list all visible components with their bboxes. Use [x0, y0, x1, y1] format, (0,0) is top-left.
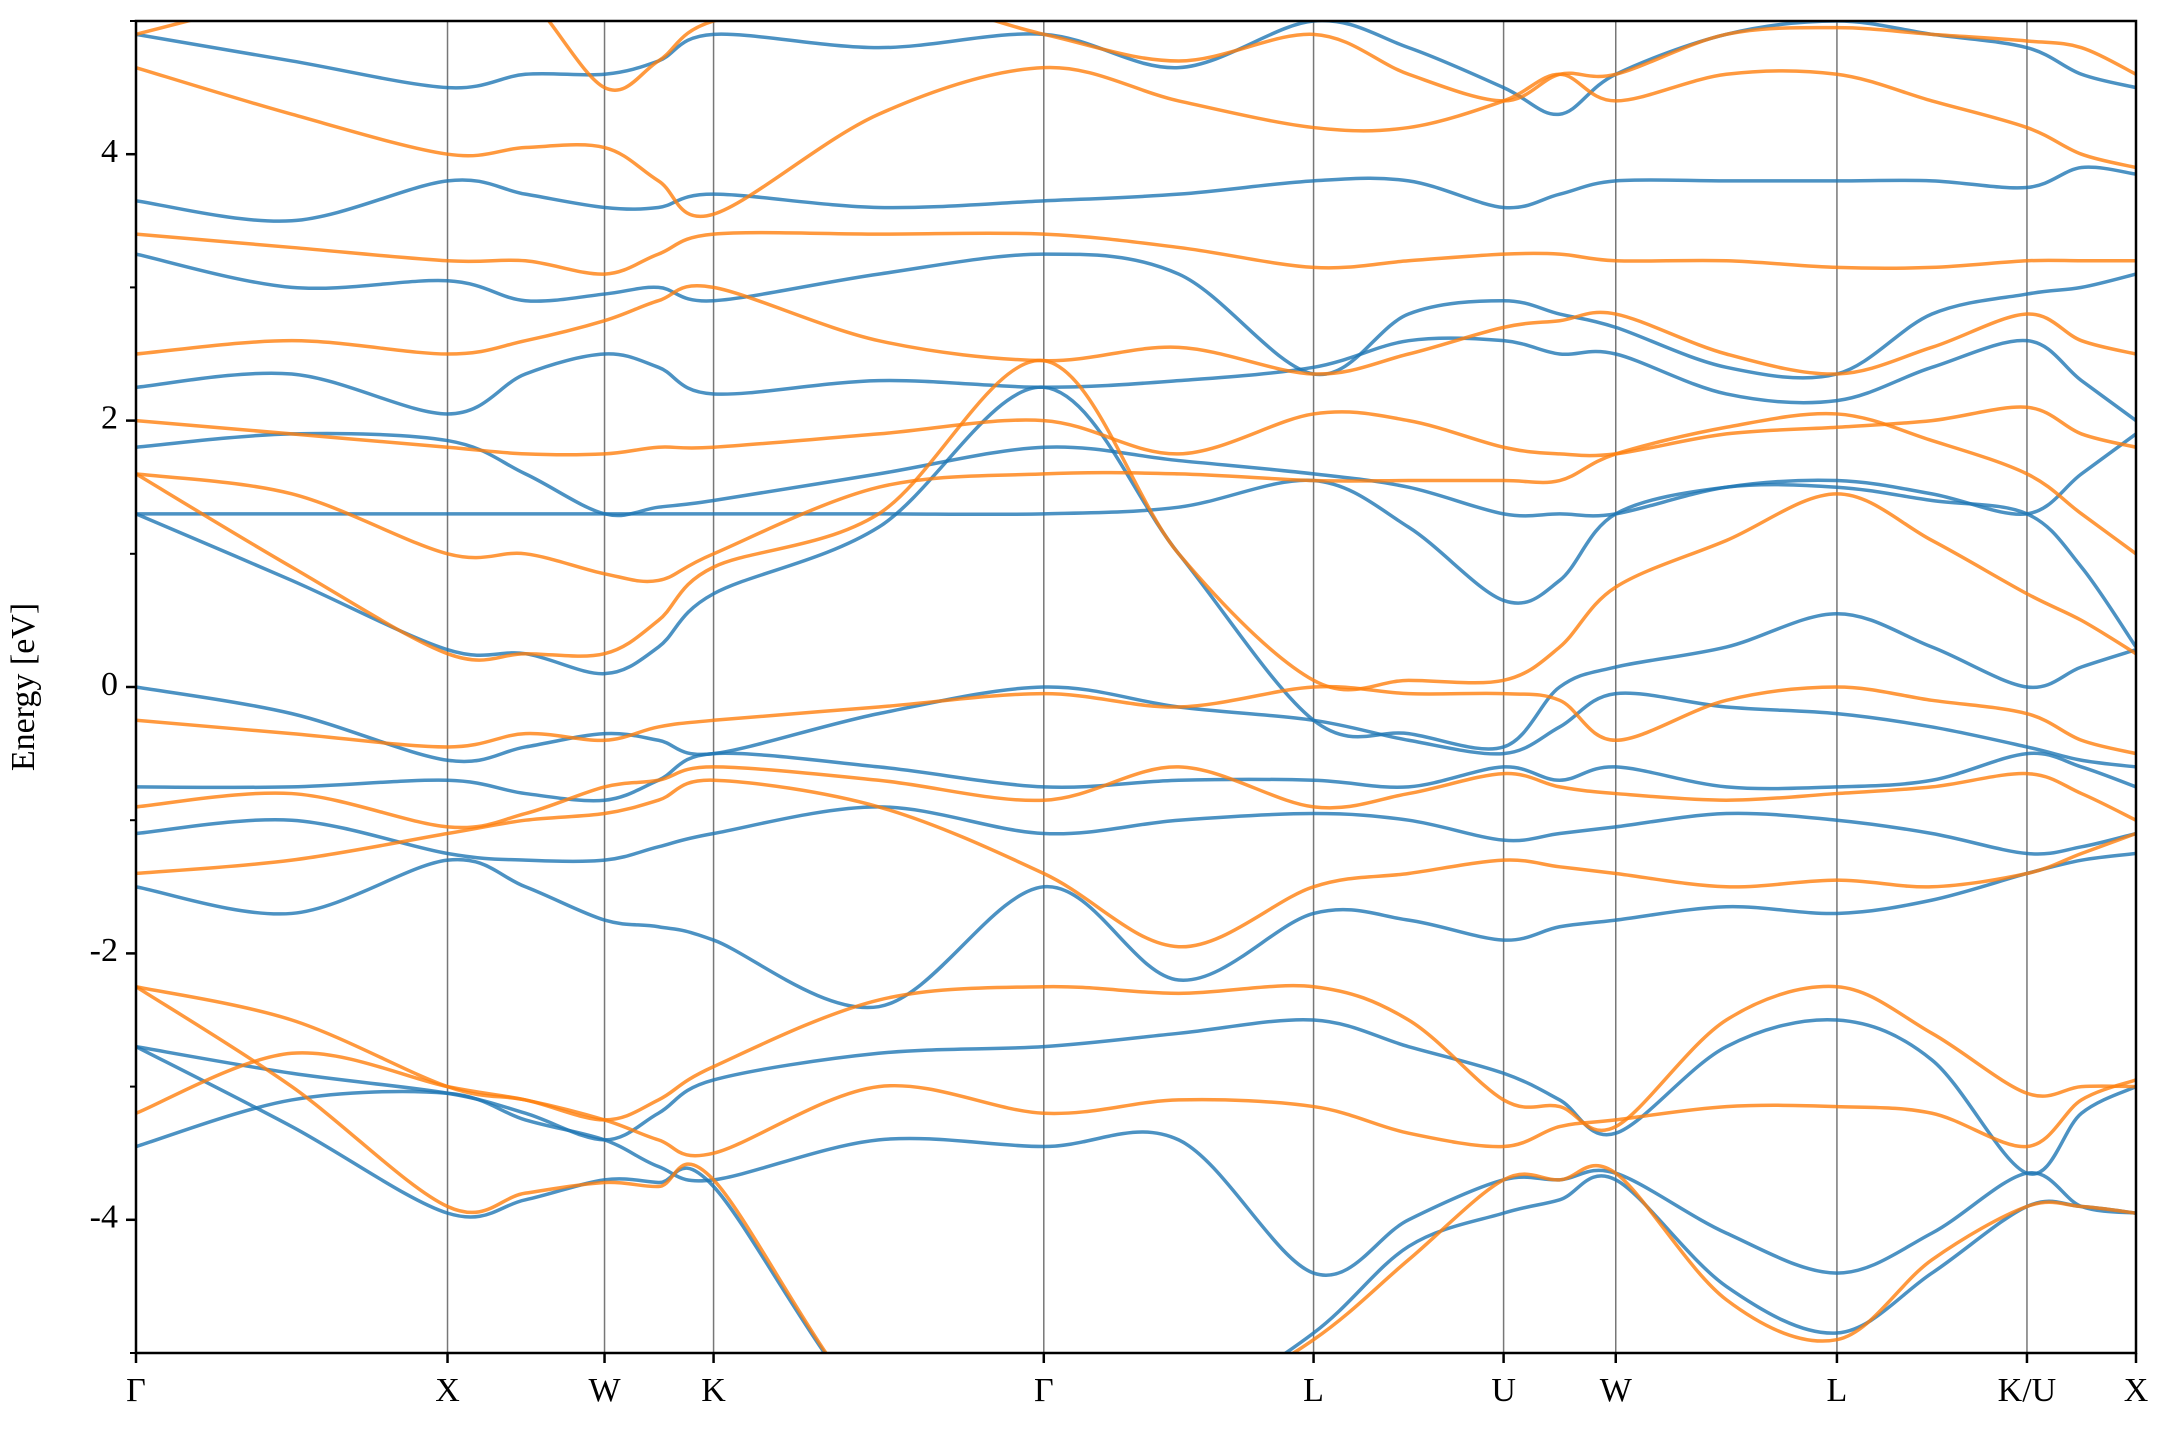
- y-tick-label: -2: [90, 932, 118, 969]
- band-line: [136, 358, 2136, 692]
- band-line: [136, 1045, 2136, 1353]
- band-line: [136, 1089, 2136, 1277]
- band-line: [136, 684, 2136, 756]
- y-tick-label: -4: [90, 1199, 118, 1236]
- x-tick-label: X: [435, 1372, 460, 1409]
- band-line: [136, 165, 2136, 223]
- x-tick-label: K: [701, 1372, 726, 1409]
- band-line: [136, 65, 2136, 218]
- band-line: [136, 21, 2136, 117]
- band-line: [136, 765, 2136, 830]
- x-tick-label: K/U: [1998, 1372, 2057, 1409]
- x-tick-label: U: [1491, 1372, 1516, 1409]
- band-line: [136, 405, 2136, 458]
- band-line: [136, 778, 2136, 949]
- band-line: [136, 1017, 2136, 1176]
- band-line: [136, 284, 2136, 376]
- band-line: [136, 385, 2136, 751]
- band-line: [136, 805, 2136, 864]
- x-tick-label: Γ: [1034, 1372, 1054, 1409]
- x-tick-label: Γ: [126, 1372, 146, 1409]
- x-tick-label: X: [2124, 1372, 2149, 1409]
- y-tick-label: 0: [101, 666, 118, 703]
- x-tick-label: L: [1303, 1372, 1324, 1409]
- band-line: [136, 685, 2136, 769]
- band-line: [136, 21, 2136, 103]
- band-line: [136, 252, 2136, 380]
- band-line: [136, 411, 2136, 584]
- band-line: [136, 478, 2136, 649]
- band-line: [136, 851, 2136, 1010]
- y-tick-label: 2: [101, 399, 118, 436]
- band-line: [136, 985, 2136, 1353]
- band-line: [136, 336, 2136, 423]
- x-tick-label: L: [1827, 1372, 1848, 1409]
- x-tick-label: W: [1600, 1372, 1633, 1409]
- axes: -4 -2 0 2 4 Γ X W K Γ L U W L K/U X: [90, 20, 2149, 1409]
- bands: [136, 21, 2136, 1353]
- band-line: [136, 230, 2136, 276]
- band-line: [136, 1051, 2136, 1158]
- x-tick-label: W: [588, 1372, 621, 1409]
- band-line: [136, 431, 2136, 518]
- y-tick-label: 4: [101, 133, 118, 170]
- y-axis-label: Energy [eV]: [5, 603, 42, 771]
- band-line: [136, 983, 2136, 1133]
